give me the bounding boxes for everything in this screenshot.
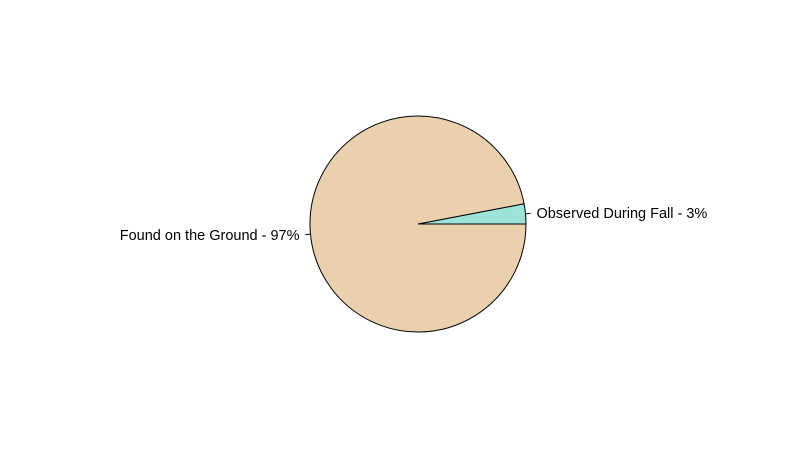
pie-label-0: Observed During Fall - 3% xyxy=(536,206,707,222)
pie-slice-1 xyxy=(309,115,527,333)
pie-labels: Observed During Fall - 3% Found on the Gr… xyxy=(120,206,708,244)
pie-slices xyxy=(309,115,527,333)
pie-label-1: Found on the Ground - 97% xyxy=(120,228,300,244)
